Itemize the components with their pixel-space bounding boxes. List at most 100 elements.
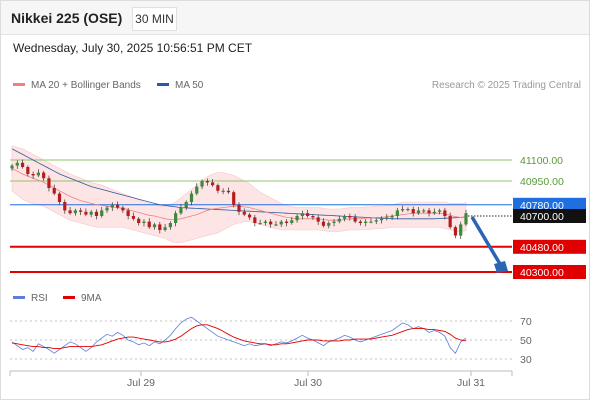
candle-body [31, 174, 35, 176]
timeframe-button[interactable]: 30 MIN [132, 7, 177, 31]
credit-text: Research © 2025 Trading Central [431, 80, 581, 91]
x-axis-tick-label: Jul 30 [294, 377, 322, 389]
price-label-text: 40780.00 [520, 200, 564, 212]
candle-body [137, 218, 141, 223]
candle-body [200, 181, 204, 187]
candlesticks [10, 159, 468, 239]
candle-body [52, 188, 56, 194]
rsi-tick-label: 30 [520, 354, 532, 366]
rsi-line [11, 316, 467, 355]
candle-body [57, 193, 62, 202]
price-level-lines [10, 159, 512, 273]
x-axis: Jul 29 Jul 30 Jul 31 [9, 370, 513, 389]
candle-body [416, 210, 421, 214]
candle-body [295, 216, 299, 221]
legend-swatch-9ma [63, 295, 75, 299]
candle-body [432, 211, 436, 214]
candle-body [26, 167, 30, 174]
candle-body [115, 204, 120, 208]
candle-body [121, 207, 125, 211]
candle-body [232, 192, 236, 205]
instrument-title: Nikkei 225 (OSE) [11, 10, 123, 26]
candle-body [253, 217, 257, 223]
candle-body [42, 172, 46, 179]
candle-body [332, 221, 336, 223]
candle-body [369, 221, 373, 223]
candle-body [68, 210, 72, 214]
price-label-box [513, 239, 586, 254]
price-label-text: 40950.00 [520, 176, 564, 188]
candle-body [321, 221, 326, 226]
x-axis-tick-label: Jul 31 [457, 377, 485, 389]
legend-swatch-ma20 [13, 82, 25, 86]
candle-body [316, 217, 320, 222]
timestamp: Wednesday, July 30, 2025 10:56:51 PM CET [13, 41, 253, 55]
candle-body [411, 209, 415, 214]
legend-rsi: RSI [13, 293, 48, 304]
arrow-shaft [470, 216, 502, 265]
candle-body [158, 224, 162, 230]
candle-body [300, 213, 304, 216]
candle-body [36, 172, 40, 176]
price-label-box [513, 265, 586, 279]
candle-body [274, 224, 278, 226]
candle-body [406, 209, 410, 211]
candle-body [279, 221, 283, 225]
candle-body [358, 221, 363, 223]
candle-body [448, 216, 452, 228]
candle-body [47, 178, 51, 188]
candle-body [216, 185, 220, 191]
candle-body [131, 216, 136, 219]
candle-body [163, 227, 167, 230]
rsi-ma9-line [11, 324, 467, 350]
candle-body [395, 210, 399, 216]
legend-ma20-bollinger: MA 20 + Bollinger Bands [13, 80, 141, 91]
candle-body [147, 221, 151, 228]
candle-body [174, 213, 178, 223]
candle-body [142, 221, 146, 223]
candle-body [284, 221, 289, 223]
candle-body [79, 210, 83, 212]
legend-swatch-rsi [13, 295, 25, 299]
legend-swatch-ma50 [157, 82, 169, 86]
candle-body [20, 162, 25, 167]
price-label-text: 40300.00 [520, 267, 564, 279]
candle-body [427, 210, 431, 214]
price-label-text: 40700.00 [520, 211, 564, 223]
candle-body [205, 181, 209, 183]
candle-body [379, 218, 384, 221]
candle-body [189, 193, 194, 202]
price-label-text: 40480.00 [520, 242, 564, 254]
candle-body [10, 165, 14, 169]
candle-body [438, 210, 442, 212]
candle-body [63, 202, 67, 211]
candle-body [184, 202, 188, 208]
candle-body [258, 223, 262, 225]
widget-header: Nikkei 225 (OSE) 30 MIN [1, 1, 589, 35]
candle-body [126, 210, 130, 216]
candle-body [94, 211, 99, 216]
candle-body [100, 210, 104, 216]
legend-label-ma20: MA 20 + Bollinger Bands [31, 80, 141, 91]
candle-body [443, 210, 447, 216]
rsi-panel: 70 50 30 [10, 316, 532, 366]
candle-body [306, 213, 310, 216]
legend-ma50: MA 50 [157, 80, 203, 91]
candle-body [237, 204, 241, 212]
rsi-tick-label: 50 [520, 335, 532, 347]
candle-body [168, 223, 172, 228]
candle-body [327, 223, 331, 226]
candle-body [342, 216, 347, 219]
candle-body [464, 213, 468, 225]
candle-body [211, 182, 215, 186]
candle-body [221, 190, 225, 192]
candle-body [269, 221, 273, 225]
candle-body [105, 207, 109, 211]
price-label-text: 41100.00 [520, 155, 563, 167]
candle-body [459, 224, 463, 236]
candle-body [110, 204, 114, 208]
candle-body [348, 216, 352, 218]
candle-body [353, 217, 357, 222]
candle-body [337, 218, 341, 222]
